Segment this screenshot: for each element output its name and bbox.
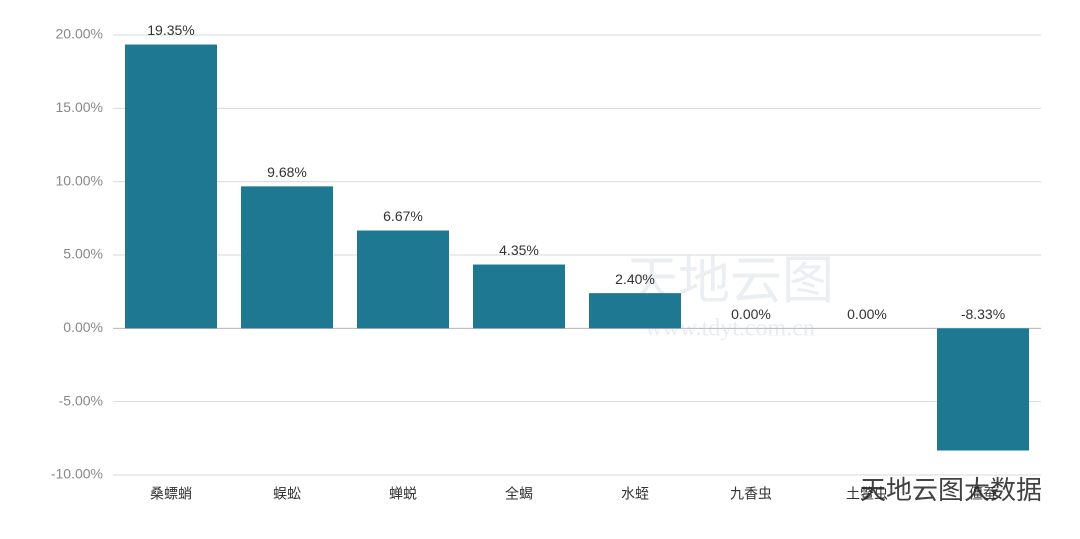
data-label: 2.40% <box>615 271 655 287</box>
data-label: -8.33% <box>961 306 1005 322</box>
bar <box>125 44 217 329</box>
x-tick-label: 土鳖虫 <box>846 486 888 502</box>
data-label: 6.67% <box>383 208 423 224</box>
y-tick-label: -5.00% <box>59 392 103 408</box>
y-tick-label: 5.00% <box>63 246 103 262</box>
bar <box>937 328 1029 451</box>
x-tick-label: 全蝎 <box>505 486 533 502</box>
x-tick-label: 九香虫 <box>730 486 772 502</box>
bar <box>473 264 565 329</box>
bar <box>589 293 681 329</box>
y-tick-label: -10.00% <box>51 466 103 482</box>
data-label: 9.68% <box>267 164 307 180</box>
data-label: 19.35% <box>147 22 194 38</box>
y-tick-label: 0.00% <box>63 319 103 335</box>
x-tick-label: 蝉蜕 <box>389 486 417 502</box>
data-label: 0.00% <box>731 306 771 322</box>
bar <box>357 230 449 329</box>
x-tick-label: 僵蚕 <box>969 486 997 502</box>
x-tick-label: 水蛭 <box>621 486 649 502</box>
data-label: 0.00% <box>847 306 887 322</box>
y-tick-label: 20.00% <box>56 26 103 42</box>
data-label: 4.35% <box>499 242 539 258</box>
x-tick-label: 桑螵蛸 <box>150 486 192 502</box>
bar <box>241 186 333 329</box>
y-tick-label: 10.00% <box>56 172 103 188</box>
y-tick-label: 15.00% <box>56 99 103 115</box>
x-tick-label: 蜈蚣 <box>273 486 301 502</box>
watermark: 天地云图大数据 <box>860 475 1042 505</box>
